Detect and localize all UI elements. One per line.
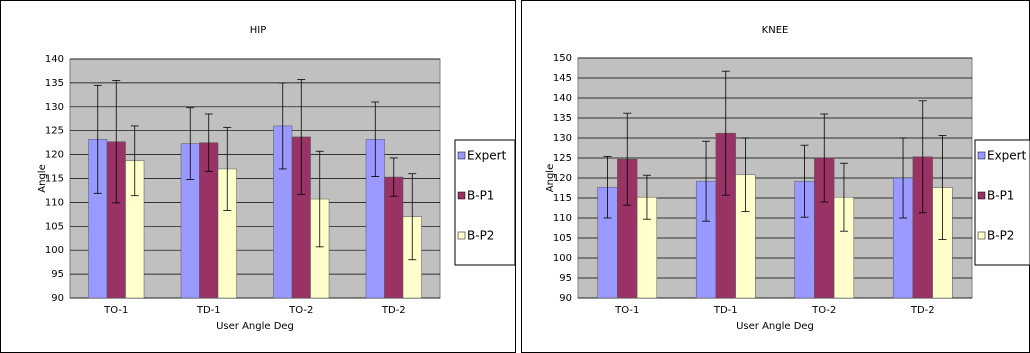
y-tick-label: 140	[553, 93, 572, 104]
y-tick-label: 125	[45, 126, 64, 137]
chart-page: HIPUser Angle DegAngle909510010511011512…	[0, 0, 1030, 353]
legend-swatch	[458, 232, 465, 239]
y-tick-label: 120	[553, 173, 572, 184]
legend-swatch	[458, 152, 465, 159]
y-tick-label: 95	[51, 269, 64, 280]
y-tick-label: 135	[553, 113, 572, 124]
y-tick-label: 150	[553, 53, 572, 64]
x-tick-label: TD-1	[713, 305, 738, 316]
chart-title: KNEE	[762, 25, 789, 36]
chart-title: HIP	[250, 25, 267, 36]
legend-swatch	[458, 192, 465, 199]
y-tick-label: 120	[45, 150, 64, 161]
x-axis-label: User Angle Deg	[216, 321, 294, 332]
y-tick-label: 100	[45, 245, 64, 256]
y-tick-label: 140	[45, 54, 64, 65]
x-tick-label: TD-1	[196, 305, 221, 316]
y-tick-label: 110	[553, 213, 572, 224]
y-tick-label: 130	[45, 102, 64, 113]
y-tick-label: 105	[553, 233, 572, 244]
legend-label: B-P1	[987, 189, 1014, 203]
y-tick-label: 145	[553, 73, 572, 84]
x-axis-label: User Angle Deg	[736, 321, 814, 332]
y-tick-label: 115	[553, 193, 572, 204]
legend-label: Expert	[467, 149, 507, 163]
y-tick-label: 115	[45, 174, 64, 185]
y-tick-label: 90	[559, 293, 572, 304]
legend-swatch	[978, 192, 985, 199]
legend-label: Expert	[987, 149, 1027, 163]
y-tick-label: 90	[51, 293, 64, 304]
x-tick-label: TO-2	[288, 305, 313, 316]
y-tick-label: 125	[553, 153, 572, 164]
legend-swatch	[978, 232, 985, 239]
y-tick-label: 95	[559, 273, 572, 284]
y-tick-label: 135	[45, 78, 64, 89]
y-tick-label: 100	[553, 253, 572, 264]
y-tick-label: 110	[45, 197, 64, 208]
legend-label: B-P2	[987, 229, 1014, 243]
y-tick-label: 105	[45, 221, 64, 232]
x-tick-label: TD-2	[910, 305, 935, 316]
legend-label: B-P2	[467, 229, 494, 243]
x-tick-label: TO-1	[103, 305, 128, 316]
x-tick-label: TD-2	[381, 305, 406, 316]
x-tick-label: TO-2	[811, 305, 836, 316]
x-tick-label: TO-1	[614, 305, 639, 316]
y-tick-label: 130	[553, 133, 572, 144]
legend-label: B-P1	[467, 189, 494, 203]
legend-swatch	[978, 152, 985, 159]
